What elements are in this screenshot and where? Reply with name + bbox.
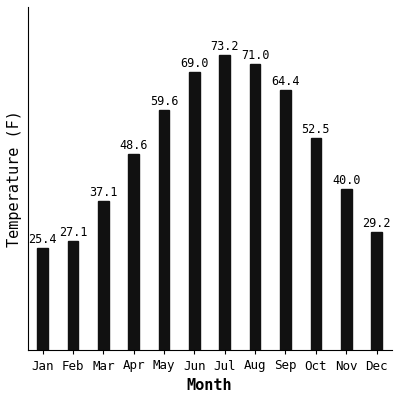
- Bar: [68, 241, 78, 350]
- Text: 37.1: 37.1: [89, 186, 118, 198]
- Bar: [189, 72, 200, 350]
- Bar: [371, 232, 382, 350]
- Y-axis label: Temperature (F): Temperature (F): [7, 110, 22, 247]
- Text: 25.4: 25.4: [28, 233, 57, 246]
- Bar: [37, 248, 48, 350]
- Bar: [341, 189, 352, 350]
- Bar: [280, 90, 291, 350]
- Text: 29.2: 29.2: [362, 218, 391, 230]
- Text: 64.4: 64.4: [271, 75, 300, 88]
- Text: 69.0: 69.0: [180, 56, 209, 70]
- Bar: [98, 200, 109, 350]
- Bar: [159, 110, 169, 350]
- Bar: [220, 55, 230, 350]
- Text: 52.5: 52.5: [302, 123, 330, 136]
- Text: 48.6: 48.6: [120, 139, 148, 152]
- X-axis label: Month: Month: [187, 378, 232, 393]
- Text: 40.0: 40.0: [332, 174, 360, 187]
- Bar: [250, 64, 260, 350]
- Text: 71.0: 71.0: [241, 48, 269, 62]
- Bar: [310, 138, 321, 350]
- Bar: [128, 154, 139, 350]
- Text: 59.6: 59.6: [150, 94, 178, 108]
- Text: 27.1: 27.1: [59, 226, 87, 239]
- Text: 73.2: 73.2: [210, 40, 239, 53]
